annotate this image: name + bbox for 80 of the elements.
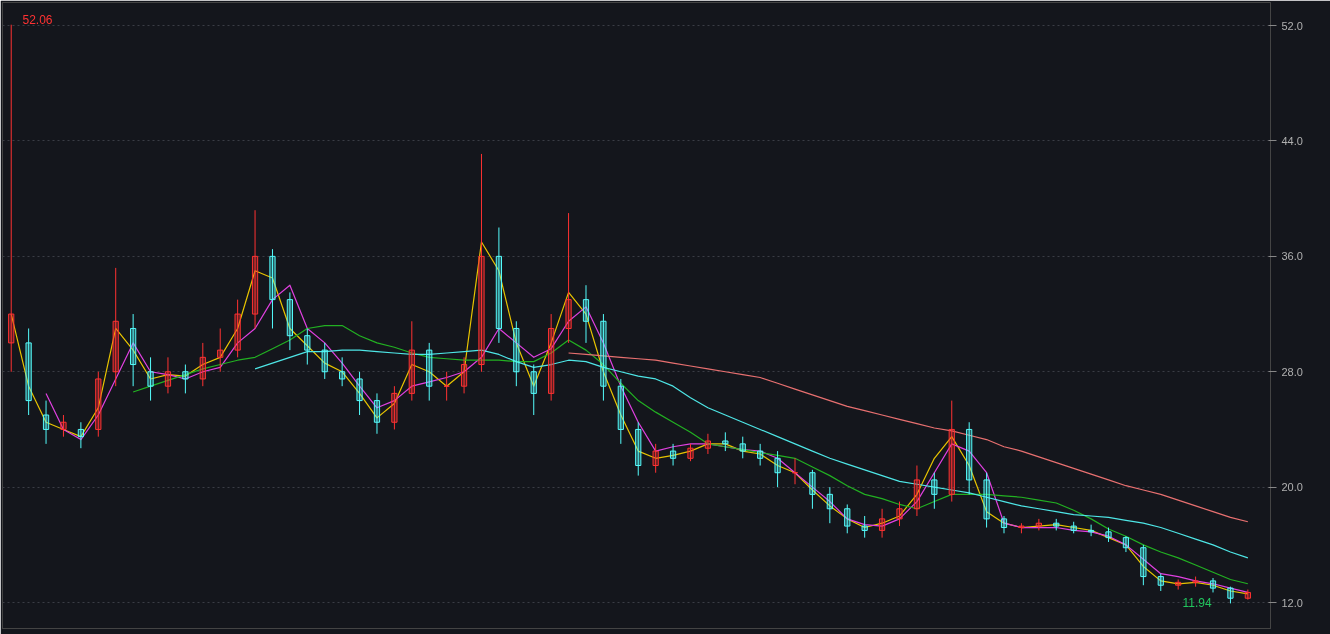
candlestick [1227,586,1234,604]
candlestick [966,421,973,495]
y-tick-label: 36.0 [1281,250,1303,263]
candlestick [321,342,328,380]
candlestick [234,299,241,358]
candlestick [826,486,833,524]
candlestick [25,327,32,416]
candlestick [704,433,712,455]
candlestick [617,378,624,445]
candlestick [1087,524,1095,537]
y-tick-label: 44.0 [1281,134,1303,147]
candlestick [530,364,537,416]
candlestick [722,431,729,452]
candlestick [217,327,224,373]
candlestick [130,313,137,387]
candlestick [408,320,415,402]
candlestick [582,284,590,344]
candlestick [304,327,311,366]
candlestick [95,371,102,438]
candlestick [1122,535,1130,553]
candlestick [774,450,781,488]
line-series [132,325,1249,585]
candlestick [757,443,764,467]
candlestick [931,472,938,510]
candlestick [1018,522,1025,534]
candlestick [356,371,363,416]
candlestick [1053,518,1060,531]
candlestick [1105,527,1112,543]
candlestick [286,291,293,351]
candlestick [1035,518,1042,531]
candlestick [652,443,659,474]
candlestick [1070,521,1077,534]
candlestick [199,342,206,387]
candlestick [77,421,84,449]
candlestick [983,472,990,529]
candlestick [426,342,433,402]
candlestick [478,153,485,373]
candlestick [147,356,154,402]
candlestick [896,501,903,527]
y-tick-label: 28.0 [1281,365,1303,378]
candlestick [687,443,694,462]
candlestick [60,414,67,438]
annotation: 52.06 [22,12,53,27]
annotation: 11.94 [1182,595,1212,610]
line-series [567,352,1249,523]
candlestick [513,320,520,387]
candlestick [460,356,468,394]
candlestick [913,465,921,517]
candlestick [112,267,119,387]
y-tick-label: 20.0 [1281,481,1303,494]
candlestick [1157,573,1164,592]
candlestick [1244,589,1251,601]
candlestick [8,24,15,373]
candlestick [339,356,346,387]
candlestick [861,515,868,539]
candlestick [251,209,259,329]
candlestick [1209,577,1217,593]
candlestick [391,385,398,430]
candlestick [1140,544,1147,586]
candlestick [269,248,276,329]
candlestick [878,508,886,539]
y-tick-label: 12.0 [1281,596,1303,609]
candlestick [635,421,642,477]
candlestick [1000,515,1008,534]
candlestick [948,400,955,503]
candlestick [1192,576,1199,588]
candlestick [809,469,816,510]
candlestick [844,503,851,534]
candlestick [164,356,172,394]
candlestick [600,313,607,402]
y-tick-label: 52.0 [1281,19,1303,32]
candlestick [1175,578,1182,591]
candlestick [42,400,50,445]
candlestick [182,364,189,394]
candlestick [565,212,572,344]
candlestick [548,313,555,402]
candlestick [669,443,677,467]
candlestick [739,436,746,459]
candlestick [373,392,381,435]
candlestick [495,227,503,344]
